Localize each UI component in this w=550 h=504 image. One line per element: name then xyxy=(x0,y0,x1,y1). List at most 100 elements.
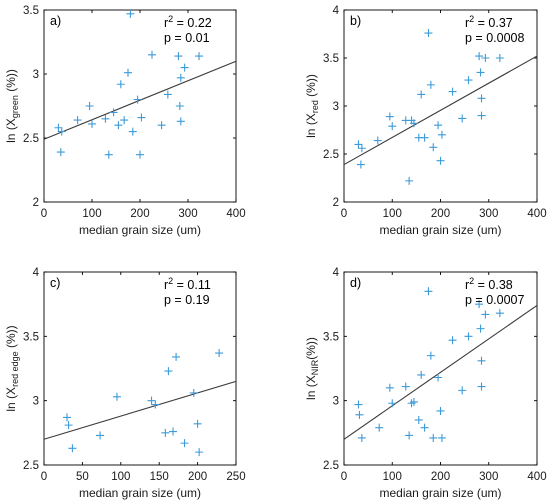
data-point xyxy=(405,176,414,185)
data-point xyxy=(101,114,110,123)
data-point xyxy=(385,112,394,121)
data-point xyxy=(195,448,204,457)
data-point xyxy=(126,9,135,18)
y-axis-label: ln (Xred (%)) xyxy=(304,74,320,138)
x-tick-label: 400 xyxy=(527,471,546,483)
r-squared-symbol: r xyxy=(465,16,469,30)
r-squared-value: = 0.38 xyxy=(474,278,513,292)
r-squared-symbol: r xyxy=(164,16,168,30)
regression-line xyxy=(343,55,538,166)
data-point xyxy=(136,150,144,159)
x-tick-label: 400 xyxy=(527,208,546,220)
data-point xyxy=(164,367,173,376)
y-axis-label-subscript: red edge xyxy=(10,351,20,387)
data-point xyxy=(88,119,96,128)
data-point xyxy=(495,309,504,318)
data-point xyxy=(429,433,438,442)
data-point xyxy=(147,396,156,405)
y-tick-label: 2.5 xyxy=(23,460,39,472)
data-point xyxy=(215,349,224,358)
y-tick-label: 3.5 xyxy=(323,331,339,343)
data-point xyxy=(193,419,202,428)
data-point xyxy=(169,427,178,436)
y-axis-label-suffix: (%)) xyxy=(4,325,18,351)
data-point xyxy=(437,433,446,442)
x-axis-label: median grain size (um) xyxy=(79,223,201,237)
data-point xyxy=(356,160,365,169)
data-point xyxy=(475,52,484,61)
p-value-text: p = 0.0008 xyxy=(465,31,524,45)
data-point xyxy=(172,352,181,361)
scatter-panel-1: 0 100 200 300 400 2 2.5 3 3.5 median grain size (… xyxy=(4,5,246,237)
data-point xyxy=(388,399,397,408)
data-point xyxy=(477,111,486,120)
y-tick-label: 2.5 xyxy=(323,460,339,472)
y-axis-label-suffix: (%)) xyxy=(4,69,18,95)
data-point xyxy=(424,29,433,38)
y-axis-label-suffix: (%)) xyxy=(304,337,318,360)
data-point xyxy=(405,431,414,440)
y-tick-label: 4 xyxy=(333,267,340,279)
x-tick-label: 150 xyxy=(150,471,169,483)
data-point xyxy=(85,102,94,110)
p-value-text: p = 0.0007 xyxy=(465,293,524,307)
y-tick-label: 3 xyxy=(33,396,39,408)
panel-label: a) xyxy=(50,14,61,28)
data-point xyxy=(458,114,467,123)
data-point xyxy=(189,388,198,397)
data-point xyxy=(116,80,125,89)
x-tick-label: 100 xyxy=(383,471,402,483)
x-tick-label: 50 xyxy=(76,471,89,483)
data-point xyxy=(96,431,105,440)
p-value-text: p = 0.01 xyxy=(164,31,210,45)
data-point xyxy=(163,90,172,99)
panel-label: b) xyxy=(350,14,361,28)
data-point xyxy=(417,370,426,379)
x-tick-label: 100 xyxy=(383,208,402,220)
data-point xyxy=(68,444,77,453)
y-axis-label-prefix: ln (X xyxy=(4,387,18,412)
data-point xyxy=(409,119,418,128)
data-point xyxy=(64,421,73,430)
scatter-panel-4: 0 100 200 300 400 2.5 3 3.5 4 median grain size (… xyxy=(304,267,547,500)
data-point xyxy=(124,68,132,77)
y-tick-label: 2.5 xyxy=(323,149,339,161)
x-tick-label: 0 xyxy=(341,471,347,483)
data-point xyxy=(161,428,170,437)
y-tick-label: 2 xyxy=(33,197,39,209)
regression-line xyxy=(343,305,538,440)
r-squared-text: r2 = 0.11 xyxy=(164,276,211,292)
data-point xyxy=(114,121,123,130)
x-tick-label: 200 xyxy=(431,471,450,483)
y-axis-label-prefix: ln (X xyxy=(4,118,18,143)
x-axis-label: median grain size (um) xyxy=(379,486,501,500)
data-point xyxy=(176,73,185,82)
data-point xyxy=(120,116,129,125)
data-point xyxy=(355,410,364,419)
data-point xyxy=(429,143,438,152)
data-point xyxy=(417,90,426,99)
data-point xyxy=(420,133,429,142)
y-axis-label: ln (Xred edge (%)) xyxy=(4,325,20,411)
y-axis-label: ln (XNIR(%)) xyxy=(304,337,320,400)
data-point xyxy=(137,113,146,122)
data-point xyxy=(385,383,394,392)
data-point xyxy=(176,117,185,126)
scatter-panel-3: 0 50 100 150 200 250 2.5 3 3.5 4 median grain size… xyxy=(4,267,246,500)
data-point xyxy=(464,76,473,85)
axes-frame xyxy=(43,271,237,466)
r-squared-symbol: r xyxy=(465,278,469,292)
r-squared-superscript: 2 xyxy=(469,276,474,286)
x-tick-label: 200 xyxy=(188,471,207,483)
data-point xyxy=(448,87,457,96)
x-tick-label: 0 xyxy=(341,208,347,220)
r-squared-value: = 0.37 xyxy=(474,16,513,30)
y-axis-label-prefix: ln (X xyxy=(304,375,318,400)
data-point xyxy=(109,108,118,117)
data-point xyxy=(436,156,445,165)
y-axis-label-subscript: red xyxy=(310,100,320,113)
data-point xyxy=(56,148,65,157)
y-axis-label-suffix: (%)) xyxy=(304,74,318,100)
data-point xyxy=(195,52,204,61)
